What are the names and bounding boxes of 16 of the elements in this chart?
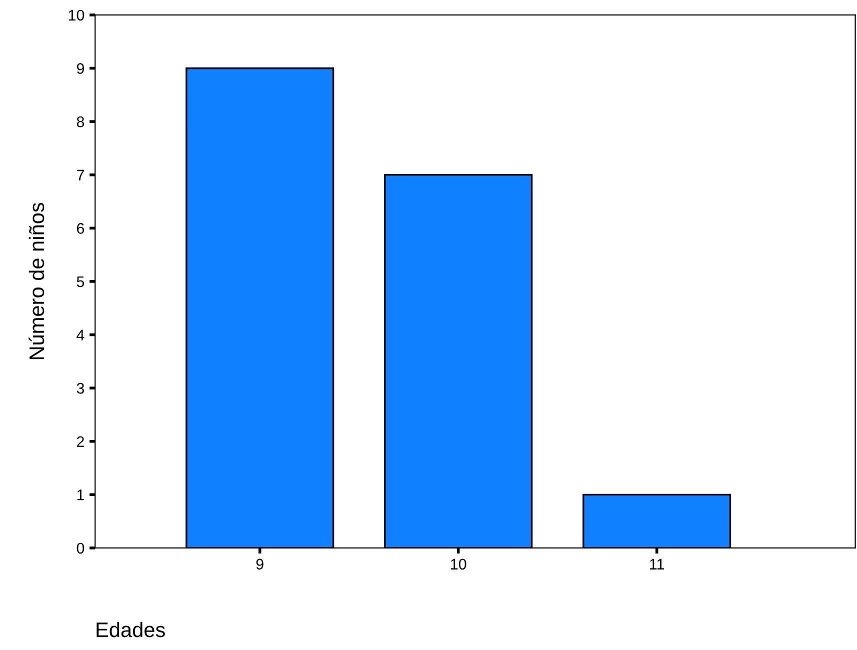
y-tick-label: 3 bbox=[76, 382, 84, 394]
x-tick-label: 9 bbox=[256, 558, 264, 570]
y-tick-label: 10 bbox=[68, 10, 84, 21]
y-tick-label: 1 bbox=[77, 490, 84, 500]
y-tick-label: 7 bbox=[76, 170, 84, 180]
x-axis-title: Edades bbox=[96, 622, 165, 638]
y-tick-label: 8 bbox=[76, 116, 84, 128]
y-tick-label: 5 bbox=[76, 276, 84, 288]
y-axis-title: Número de niños bbox=[28, 202, 44, 360]
x-tick-label: 11 bbox=[650, 558, 664, 570]
y-tick-label: 4 bbox=[76, 330, 84, 340]
y-tick-label: 2 bbox=[76, 436, 84, 447]
x-tick-label: 10 bbox=[451, 558, 466, 570]
y-tick-label: 9 bbox=[76, 63, 84, 74]
y-tick-label: 6 bbox=[76, 223, 84, 234]
y-tick-label: 0 bbox=[76, 542, 84, 554]
